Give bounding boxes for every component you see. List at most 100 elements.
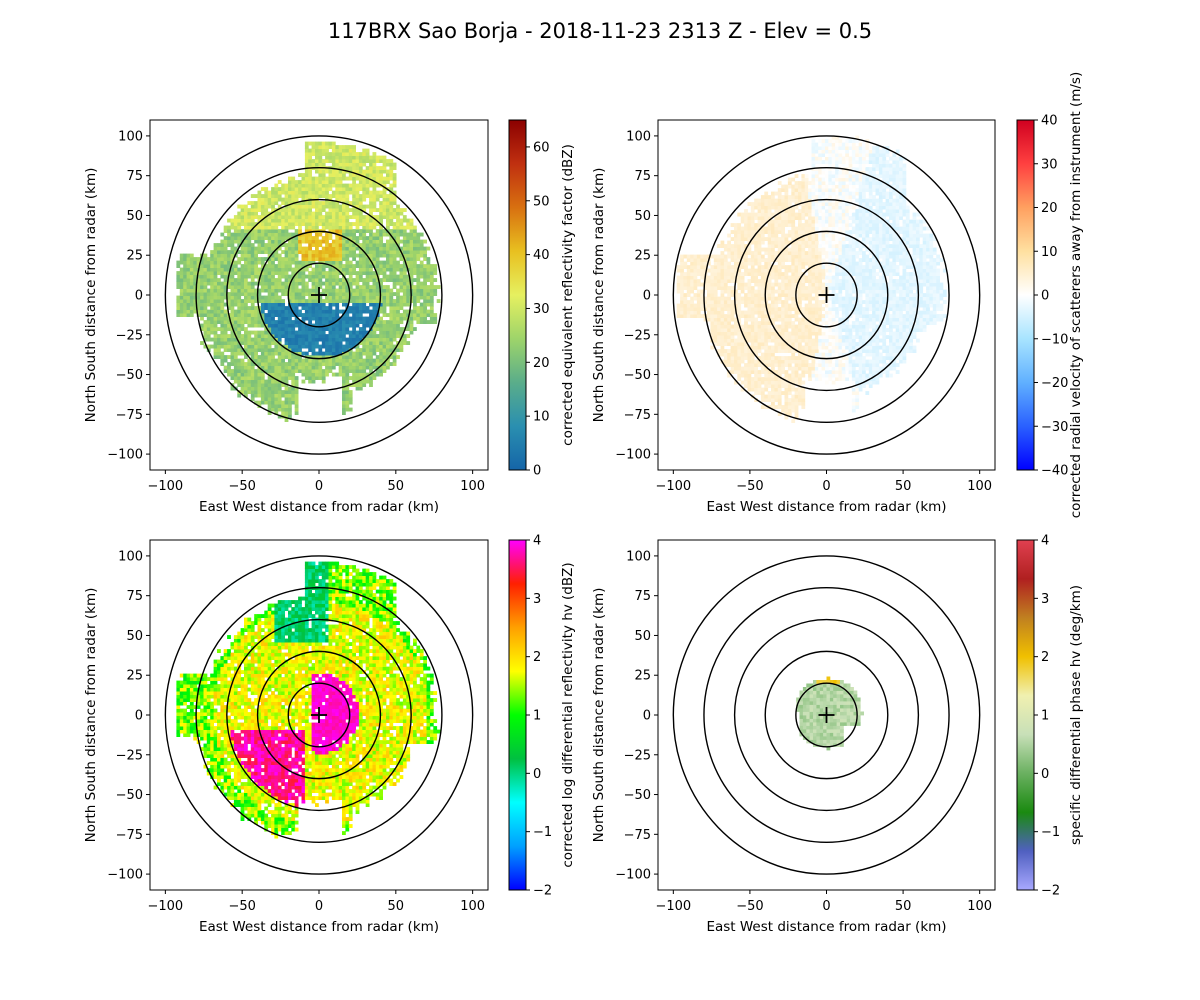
reflectivity-cell	[355, 229, 360, 233]
reflectivity-cell	[200, 260, 204, 265]
reflectivity-cell	[325, 362, 329, 366]
reflectivity-cell	[288, 218, 292, 223]
reflectivity-cell	[220, 285, 225, 289]
reflectivity-cell	[311, 201, 316, 205]
velocity-cell	[882, 317, 887, 322]
reflectivity-cell	[267, 197, 272, 202]
velocity-cell	[764, 335, 769, 339]
reflectivity-cell	[288, 348, 292, 352]
reflectivity-cell	[230, 236, 235, 240]
reflectivity-cell	[233, 229, 238, 233]
velocity-cell	[872, 314, 876, 318]
reflectivity-cell	[321, 204, 326, 209]
reflectivity-cell	[254, 299, 258, 303]
velocity-cell	[750, 342, 755, 346]
reflectivity-cell	[304, 309, 309, 314]
reflectivity-cell	[342, 383, 346, 387]
reflectivity-cell	[250, 204, 255, 209]
reflectivity-cell	[328, 197, 333, 202]
velocity-cell	[872, 310, 876, 315]
reflectivity-cell	[308, 313, 312, 317]
reflectivity-cell	[254, 323, 258, 328]
reflectivity-cell	[389, 302, 394, 307]
reflectivity-cell	[244, 218, 248, 223]
reflectivity-cell	[389, 187, 394, 191]
reflectivity-cell	[399, 295, 404, 300]
reflectivity-cell	[301, 183, 306, 188]
reflectivity-cell	[413, 243, 417, 247]
velocity-cell	[737, 373, 742, 378]
reflectivity-cell	[345, 194, 350, 198]
velocity-cell	[892, 317, 897, 322]
reflectivity-cell	[257, 369, 262, 373]
reflectivity-cell	[372, 295, 377, 300]
reflectivity-cell	[413, 313, 417, 317]
reflectivity-cell	[311, 372, 316, 377]
reflectivity-cell	[311, 162, 316, 167]
velocity-cell	[737, 303, 742, 308]
velocity-cell	[760, 380, 765, 385]
reflectivity-cell	[365, 379, 370, 384]
reflectivity-cell	[210, 257, 214, 261]
reflectivity-cell	[365, 236, 370, 240]
reflectivity-cell	[389, 222, 394, 226]
reflectivity-cell	[284, 313, 289, 317]
velocity-cell	[767, 331, 772, 336]
velocity-cell	[804, 370, 809, 374]
reflectivity-cell	[355, 183, 360, 188]
reflectivity-cell	[281, 330, 285, 335]
reflectivity-cell	[213, 271, 218, 275]
reflectivity-cell	[257, 379, 262, 384]
reflectivity-cell	[281, 369, 285, 373]
velocity-cell	[895, 335, 900, 339]
velocity-cell	[828, 307, 833, 311]
reflectivity-cell	[274, 313, 279, 317]
reflectivity-cell	[409, 313, 414, 317]
velocity-cell	[804, 366, 809, 371]
reflectivity-cell	[288, 278, 292, 282]
reflectivity-cell	[247, 253, 252, 258]
velocity-cell	[794, 317, 799, 322]
reflectivity-cell	[250, 264, 255, 268]
velocity-cell	[710, 314, 715, 318]
reflectivity-cell	[315, 271, 319, 275]
velocity-cell	[932, 321, 937, 325]
reflectivity-cell	[399, 274, 404, 279]
reflectivity-cell	[301, 250, 306, 254]
reflectivity-cell	[331, 278, 336, 282]
velocity-cell	[784, 384, 789, 388]
reflectivity-cell	[369, 362, 373, 366]
reflectivity-cell	[358, 201, 363, 205]
reflectivity-cell	[396, 278, 400, 282]
velocity-cell	[868, 363, 873, 367]
reflectivity-cell	[196, 278, 201, 282]
reflectivity-cell	[392, 309, 397, 314]
reflectivity-cell	[342, 358, 346, 363]
reflectivity-cell	[328, 306, 333, 310]
reflectivity-cell	[294, 379, 299, 384]
reflectivity-cell	[311, 183, 316, 188]
reflectivity-cell	[338, 236, 343, 240]
reflectivity-cell	[301, 306, 306, 310]
reflectivity-cell	[382, 180, 387, 184]
velocity-cell	[754, 391, 758, 395]
velocity-cell	[747, 328, 752, 332]
velocity-cell	[814, 352, 819, 357]
reflectivity-cell	[399, 320, 404, 324]
reflectivity-cell	[362, 243, 367, 247]
reflectivity-cell	[301, 208, 306, 212]
velocity-cell	[720, 310, 725, 315]
velocity-cell	[764, 342, 769, 346]
reflectivity-cell	[355, 201, 360, 205]
reflectivity-cell	[358, 166, 363, 170]
velocity-cell	[764, 328, 769, 332]
reflectivity-cell	[277, 414, 282, 419]
velocity-cell	[787, 342, 792, 346]
reflectivity-cell	[260, 218, 265, 223]
reflectivity-cell	[335, 295, 340, 300]
velocity-cell	[791, 370, 796, 374]
reflectivity-cell	[338, 267, 343, 272]
reflectivity-cell	[328, 215, 333, 219]
reflectivity-cell	[335, 166, 340, 170]
reflectivity-cell	[257, 239, 262, 244]
